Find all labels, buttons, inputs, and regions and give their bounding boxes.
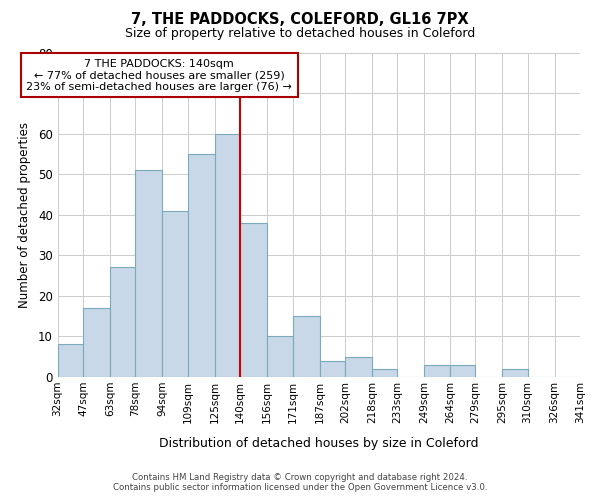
Bar [215,134,240,377]
Bar [58,344,83,377]
Bar [424,364,450,377]
Bar [163,210,188,377]
Bar [450,364,475,377]
Bar [83,308,110,377]
Bar [267,336,293,377]
Y-axis label: Number of detached properties: Number of detached properties [18,122,31,308]
Bar [502,368,527,377]
Bar [188,154,215,377]
X-axis label: Distribution of detached houses by size in Coleford: Distribution of detached houses by size … [159,437,479,450]
Bar [320,360,345,377]
Bar [136,170,163,377]
Bar [372,368,397,377]
Text: 7, THE PADDOCKS, COLEFORD, GL16 7PX: 7, THE PADDOCKS, COLEFORD, GL16 7PX [131,12,469,28]
Text: 7 THE PADDOCKS: 140sqm
← 77% of detached houses are smaller (259)
23% of semi-de: 7 THE PADDOCKS: 140sqm ← 77% of detached… [26,58,292,92]
Text: Contains HM Land Registry data © Crown copyright and database right 2024.
Contai: Contains HM Land Registry data © Crown c… [113,473,487,492]
Text: Size of property relative to detached houses in Coleford: Size of property relative to detached ho… [125,28,475,40]
Bar [345,356,372,377]
Bar [240,223,267,377]
Bar [293,316,320,377]
Bar [110,268,136,377]
